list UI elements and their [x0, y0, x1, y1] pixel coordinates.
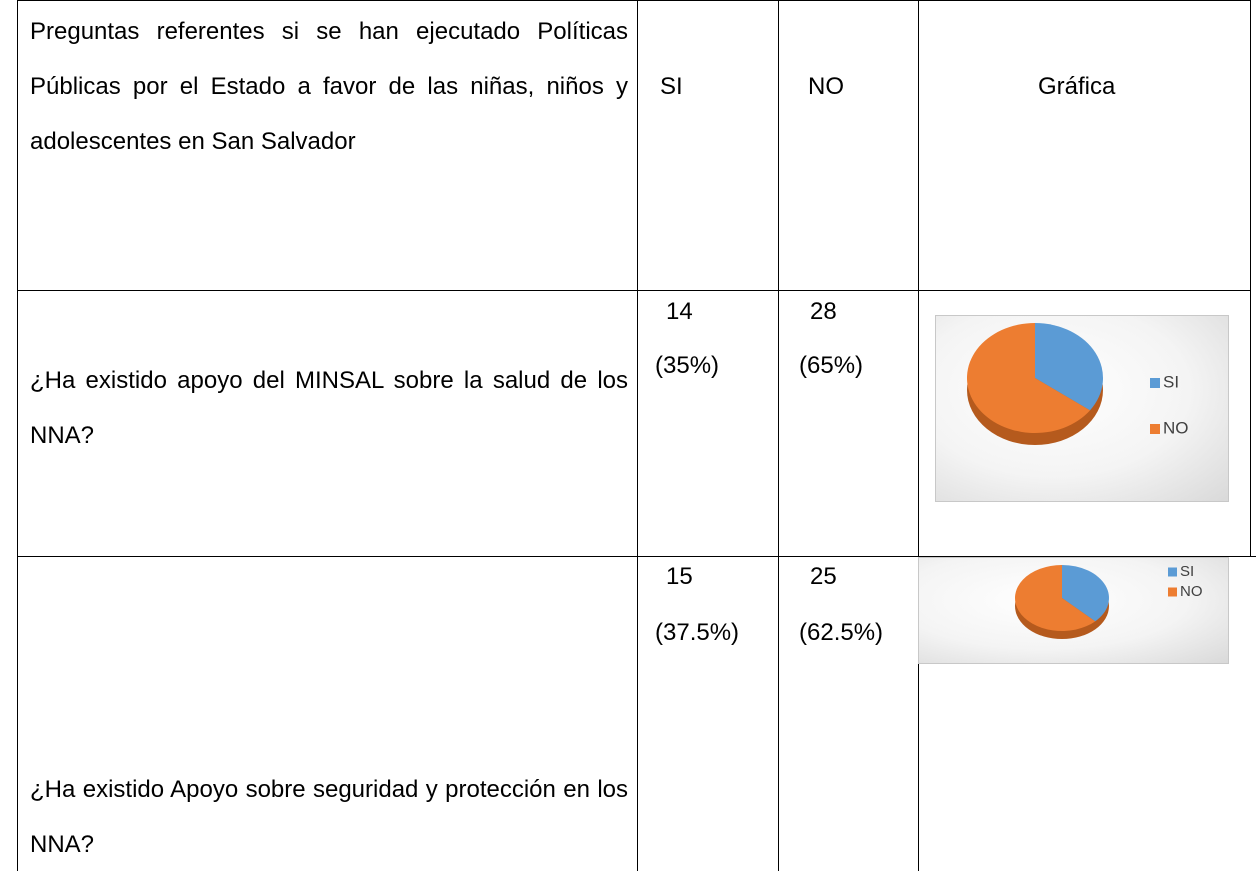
header-question: Preguntas referentes si se han ejecutado…: [30, 18, 628, 155]
border: [17, 556, 1256, 557]
legend-swatch: [1168, 567, 1177, 577]
pie-slice: [1035, 323, 1103, 411]
header-no: NO: [808, 73, 844, 100]
si-count: 15: [666, 563, 693, 590]
no-count: 25: [810, 563, 837, 590]
legend-swatch: [1150, 378, 1160, 388]
legend-swatch: [1168, 587, 1177, 597]
legend-swatch: [1150, 424, 1160, 434]
pie-slice: [1062, 565, 1109, 622]
border: [17, 290, 1250, 291]
legend-label: SI: [1180, 563, 1194, 580]
legend-label: NO: [1180, 583, 1203, 600]
legend-label: NO: [1163, 418, 1189, 437]
si-percent: (35%): [655, 352, 720, 379]
no-count: 28: [810, 298, 837, 325]
legend-label: SI: [1163, 372, 1179, 391]
border: [17, 0, 1250, 1]
pie-slice: [1015, 565, 1096, 631]
si-count: 14: [666, 298, 693, 325]
header-si: SI: [660, 73, 683, 100]
border: [918, 0, 919, 871]
header-chart: Gráfica: [1038, 73, 1116, 100]
border: [1250, 0, 1251, 557]
question: ¿Ha existido Apoyo sobre seguridad y pro…: [30, 776, 628, 858]
question: ¿Ha existido apoyo del MINSAL sobre la s…: [30, 367, 628, 449]
no-percent: (62.5%): [799, 619, 884, 646]
no-percent: (65%): [799, 352, 864, 379]
border: [637, 0, 638, 871]
border: [778, 0, 779, 871]
border: [17, 0, 18, 871]
pie-slice: [967, 323, 1091, 433]
si-percent: (37.5%): [655, 619, 740, 646]
